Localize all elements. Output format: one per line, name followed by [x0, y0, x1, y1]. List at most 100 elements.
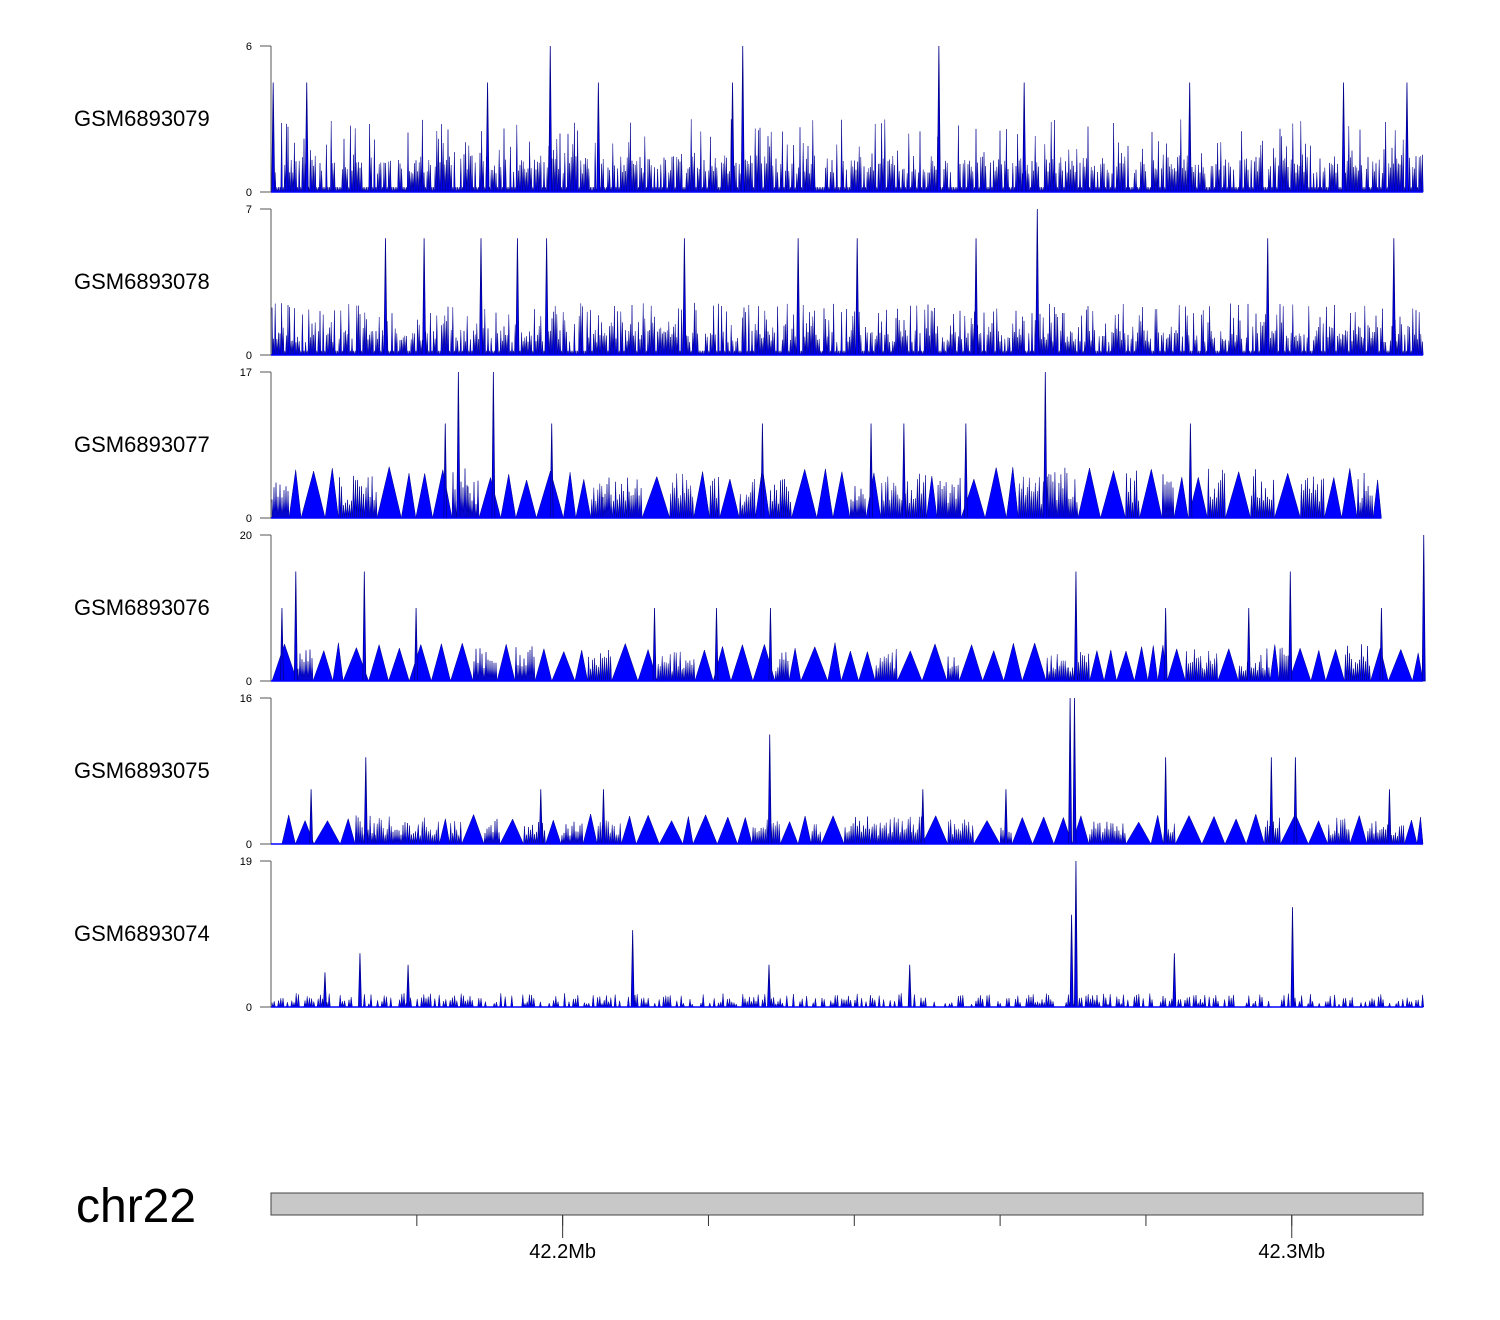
signal-peak [271, 82, 276, 193]
signal-peak [974, 238, 978, 356]
y-tick-label-max: 6 [246, 41, 252, 53]
signal-peak [323, 972, 327, 1008]
track-label: GSM6893079 [74, 106, 210, 131]
signal-peak [358, 953, 362, 1008]
signal-peak [1288, 571, 1293, 682]
track-GSM6893077: GSM6893077 17 0 [74, 367, 1382, 525]
signal-peak [767, 734, 772, 845]
signal-background [271, 302, 1424, 356]
signal-peak [901, 423, 906, 519]
x-tick-label: 42.2Mb [529, 1241, 596, 1263]
signal-background [271, 993, 1424, 1008]
signal-peak [682, 238, 687, 356]
signal-peak [414, 607, 419, 682]
signal-peak [1069, 914, 1074, 1008]
signal-peak [1405, 82, 1409, 193]
signal-peak [1187, 82, 1192, 193]
y-tick-label-min: 0 [246, 1002, 252, 1014]
signal-peak [768, 607, 773, 682]
signal-peak [601, 789, 606, 845]
signal-peak [1290, 907, 1295, 1008]
track-GSM6893078: GSM6893078 7 0 [74, 204, 1424, 362]
signal-peak [596, 82, 601, 193]
signal-peak [920, 789, 925, 845]
signal-peak [855, 238, 860, 356]
signal-peak [869, 423, 873, 519]
signal-background [271, 119, 1424, 193]
signal-peak [515, 238, 520, 356]
chromosome-label: chr22 [76, 1180, 196, 1233]
signal-peak [491, 371, 496, 519]
signal-peak [730, 82, 735, 193]
signal-peak [280, 607, 284, 682]
track-label: GSM6893078 [74, 269, 210, 294]
track-GSM6893076: GSM6893076 20 0 [74, 530, 1426, 688]
y-tick-label-min: 0 [246, 513, 252, 525]
signal-peak [1421, 534, 1426, 682]
signal-peak [309, 789, 314, 845]
signal-peak [1074, 571, 1078, 682]
y-tick-label-max: 19 [240, 856, 252, 868]
signal-peak [456, 371, 461, 519]
signal-peak [767, 964, 771, 1008]
signal-peak [936, 45, 941, 193]
signal-peak [1163, 757, 1168, 845]
signal-peak [796, 238, 801, 356]
signal-background [271, 642, 1424, 682]
signal-peak [1072, 697, 1077, 845]
signal-peak [363, 757, 368, 845]
signal-peak [1265, 238, 1270, 356]
signal-peak [538, 789, 543, 845]
track-GSM6893074: GSM6893074 19 0 [74, 856, 1424, 1014]
signal-peak [304, 82, 309, 193]
y-tick-label-min: 0 [246, 676, 252, 688]
signal-peak [907, 964, 912, 1008]
signal-peak [963, 423, 968, 519]
signal-peak [293, 571, 298, 682]
y-tick-label-min: 0 [246, 839, 252, 851]
signal-peak [714, 607, 719, 682]
y-tick-label-max: 7 [246, 204, 252, 216]
signal-peak [1188, 423, 1193, 519]
signal-peak [383, 238, 388, 356]
signal-background [271, 466, 1382, 519]
signal-peak [630, 930, 635, 1008]
signal-peak [544, 238, 549, 356]
y-tick-label-min: 0 [246, 187, 252, 199]
signal-peak [1391, 238, 1396, 356]
signal-peak [1004, 789, 1008, 845]
signal-peak [1043, 371, 1048, 519]
y-tick-label-min: 0 [246, 350, 252, 362]
signal-peak [652, 607, 657, 682]
signal-peak [1163, 607, 1168, 682]
y-tick-label-max: 17 [240, 367, 252, 379]
signal-peak [1172, 953, 1177, 1008]
signal-peak [1246, 607, 1251, 682]
signal-peak [479, 238, 483, 356]
signal-peak [548, 45, 553, 193]
signal-peak [422, 238, 427, 356]
track-label: GSM6893074 [74, 921, 210, 946]
signal-peak [406, 964, 410, 1008]
signal-peak [760, 423, 765, 519]
signal-peak [1068, 697, 1073, 845]
signal-peak [1387, 789, 1392, 845]
signal-peak [740, 45, 745, 193]
signal-peak [1293, 757, 1298, 845]
track-label: GSM6893077 [74, 432, 210, 457]
track-GSM6893079: GSM6893079 6 0 [74, 41, 1424, 199]
signal-peak [549, 423, 554, 519]
signal-background [281, 813, 1424, 845]
y-tick-label-max: 16 [240, 693, 252, 705]
signal-peak [1074, 860, 1078, 1008]
track-label: GSM6893076 [74, 595, 210, 620]
track-label: GSM6893075 [74, 758, 210, 783]
track-GSM6893075: GSM6893075 16 0 [74, 693, 1424, 851]
x-tick-label: 42.3Mb [1258, 1241, 1325, 1263]
y-tick-label-max: 20 [240, 530, 252, 542]
signal-peak [1035, 208, 1040, 356]
chromosome-axis: chr22 42.2Mb 42.3Mb [76, 1180, 1424, 1263]
signal-peak [1379, 607, 1384, 682]
